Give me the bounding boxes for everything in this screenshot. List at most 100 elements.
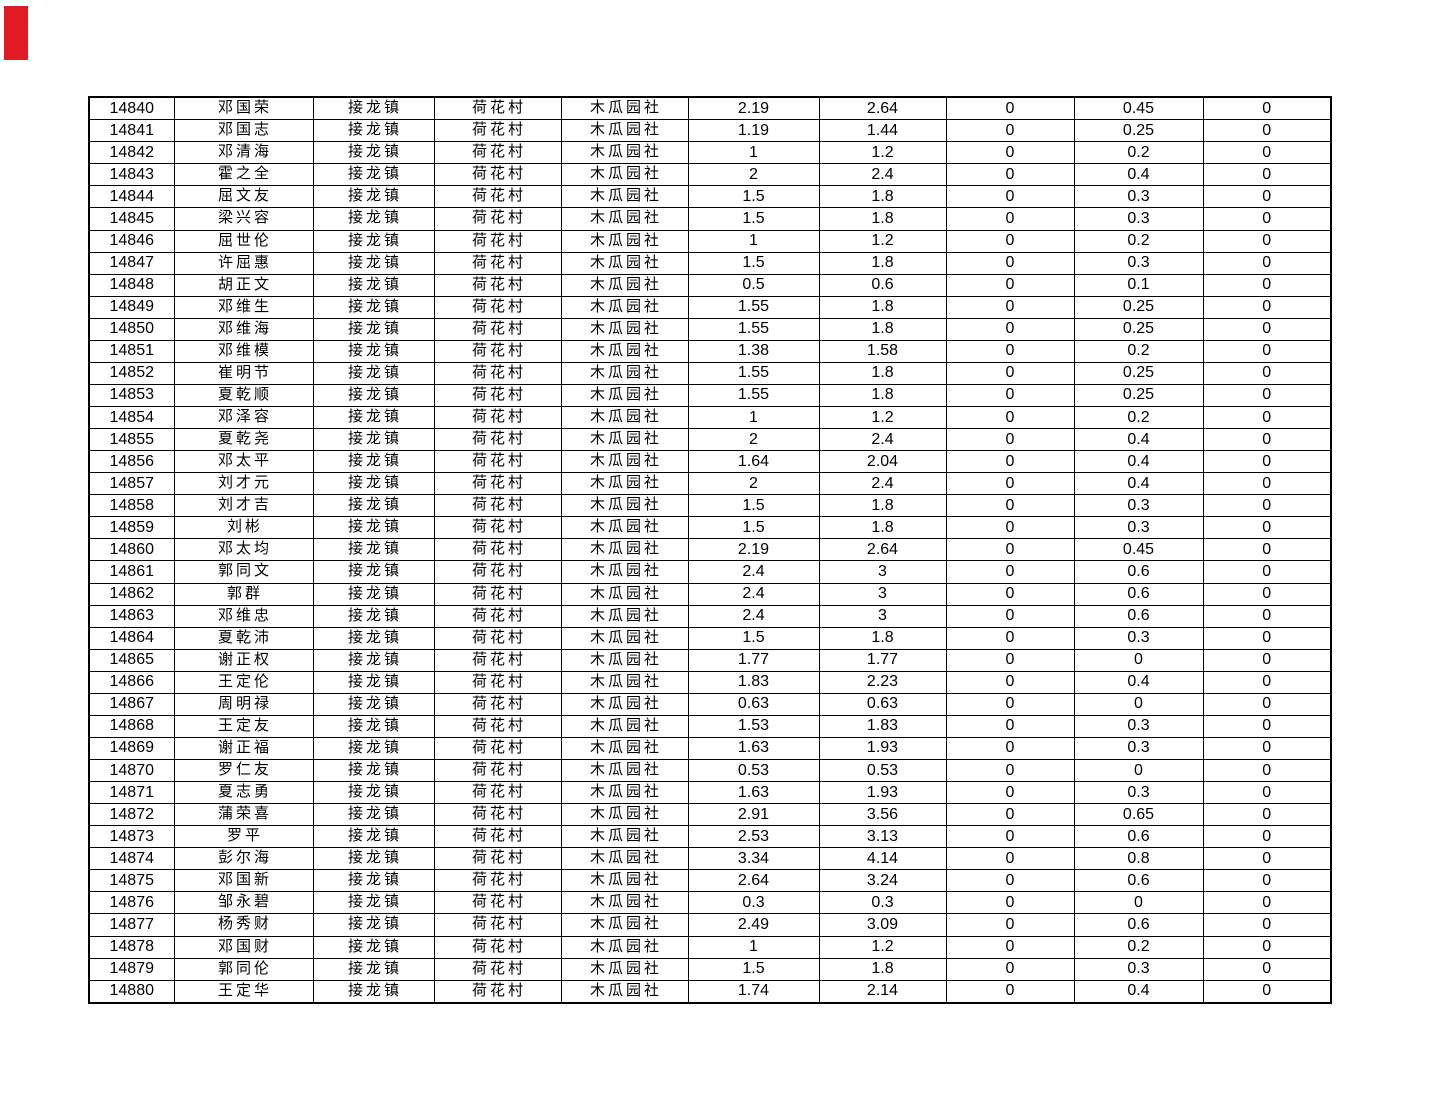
- cell-area-2: 1.8: [818, 383, 947, 408]
- cell-village: 荷花村: [433, 339, 562, 363]
- cell-zero-a: 0: [945, 714, 1075, 738]
- cell-group: 木瓜园社: [560, 825, 689, 849]
- cell-group: 木瓜园社: [560, 185, 689, 209]
- cell-record-id: 14847: [88, 251, 175, 275]
- cell-record-id: 14865: [88, 648, 175, 672]
- cell-area-2: 1.8: [818, 185, 947, 209]
- cell-zero-a: 0: [945, 847, 1075, 871]
- cell-town: 接龙镇: [312, 450, 435, 474]
- cell-zero-b: 0: [1202, 648, 1332, 672]
- cell-group: 木瓜园社: [560, 273, 689, 297]
- cell-village: 荷花村: [433, 516, 562, 540]
- table-row: 14871 夏志勇 接龙镇 荷花村 木瓜园社 1.63 1.93 0 0.3 0: [88, 781, 1332, 805]
- cell-area-diff: 0.3: [1073, 957, 1204, 981]
- cell-zero-a: 0: [945, 119, 1075, 143]
- cell-person-name: 屈文友: [173, 185, 314, 209]
- cell-area-1: 1.55: [687, 361, 820, 385]
- cell-village: 荷花村: [433, 714, 562, 738]
- cell-person-name: 王定华: [173, 979, 314, 1004]
- cell-group: 木瓜园社: [560, 119, 689, 143]
- cell-area-diff: 0.25: [1073, 295, 1204, 319]
- cell-area-diff: 0.3: [1073, 714, 1204, 738]
- cell-area-2: 2.4: [818, 472, 947, 496]
- cell-town: 接龙镇: [312, 979, 435, 1004]
- cell-zero-a: 0: [945, 317, 1075, 341]
- cell-zero-b: 0: [1202, 383, 1332, 408]
- cell-zero-b: 0: [1202, 119, 1332, 143]
- cell-group: 木瓜园社: [560, 516, 689, 540]
- cell-area-2: 1.8: [818, 494, 947, 518]
- cell-person-name: 邓国荣: [173, 96, 314, 121]
- cell-record-id: 14860: [88, 538, 175, 562]
- cell-village: 荷花村: [433, 251, 562, 275]
- cell-group: 木瓜园社: [560, 670, 689, 694]
- cell-person-name: 许屈惠: [173, 251, 314, 275]
- table-row: 14845 梁兴容 接龙镇 荷花村 木瓜园社 1.5 1.8 0 0.3 0: [88, 207, 1332, 231]
- cell-village: 荷花村: [433, 185, 562, 209]
- cell-person-name: 邓国财: [173, 935, 314, 959]
- cell-record-id: 14842: [88, 141, 175, 165]
- table-row: 14844 屈文友 接龙镇 荷花村 木瓜园社 1.5 1.8 0 0.3 0: [88, 185, 1332, 209]
- cell-town: 接龙镇: [312, 913, 435, 937]
- cell-area-2: 2.64: [818, 538, 947, 562]
- cell-zero-a: 0: [945, 891, 1075, 915]
- cell-town: 接龙镇: [312, 891, 435, 915]
- cell-area-1: 1.55: [687, 383, 820, 408]
- cell-zero-b: 0: [1202, 141, 1332, 165]
- cell-zero-b: 0: [1202, 207, 1332, 231]
- cell-person-name: 屈世伦: [173, 229, 314, 253]
- cell-zero-b: 0: [1202, 847, 1332, 871]
- cell-village: 荷花村: [433, 847, 562, 871]
- cell-record-id: 14864: [88, 626, 175, 650]
- cell-group: 木瓜园社: [560, 692, 689, 716]
- cell-zero-a: 0: [945, 406, 1075, 430]
- cell-area-2: 2.04: [818, 450, 947, 474]
- cell-zero-a: 0: [945, 185, 1075, 209]
- cell-person-name: 邓维模: [173, 339, 314, 363]
- table-row: 14852 崔明节 接龙镇 荷花村 木瓜园社 1.55 1.8 0 0.25 0: [88, 361, 1332, 385]
- cell-area-diff: 0.25: [1073, 361, 1204, 385]
- cell-town: 接龙镇: [312, 847, 435, 871]
- table-row: 14840 邓国荣 接龙镇 荷花村 木瓜园社 2.19 2.64 0 0.45 …: [88, 96, 1332, 121]
- cell-area-2: 1.8: [818, 317, 947, 341]
- cell-town: 接龙镇: [312, 428, 435, 452]
- cell-group: 木瓜园社: [560, 538, 689, 562]
- cell-village: 荷花村: [433, 979, 562, 1004]
- cell-zero-a: 0: [945, 163, 1075, 187]
- table-row: 14848 胡正文 接龙镇 荷花村 木瓜园社 0.5 0.6 0 0.1 0: [88, 273, 1332, 297]
- cell-zero-b: 0: [1202, 317, 1332, 341]
- cell-town: 接龙镇: [312, 582, 435, 606]
- cell-zero-a: 0: [945, 626, 1075, 650]
- cell-area-2: 1.2: [818, 935, 947, 959]
- cell-area-diff: 0.4: [1073, 670, 1204, 694]
- cell-record-id: 14846: [88, 229, 175, 253]
- cell-area-2: 1.2: [818, 229, 947, 253]
- cell-area-1: 1.83: [687, 670, 820, 694]
- cell-area-1: 1.55: [687, 295, 820, 319]
- cell-town: 接龙镇: [312, 229, 435, 253]
- cell-zero-b: 0: [1202, 251, 1332, 275]
- cell-town: 接龙镇: [312, 361, 435, 385]
- cell-zero-a: 0: [945, 494, 1075, 518]
- cell-zero-b: 0: [1202, 670, 1332, 694]
- table-row: 14867 周明禄 接龙镇 荷花村 木瓜园社 0.63 0.63 0 0 0: [88, 692, 1332, 716]
- cell-zero-a: 0: [945, 383, 1075, 408]
- cell-town: 接龙镇: [312, 670, 435, 694]
- cell-area-2: 1.83: [818, 714, 947, 738]
- cell-area-diff: 0.3: [1073, 185, 1204, 209]
- cell-person-name: 邓国志: [173, 119, 314, 143]
- cell-record-id: 14871: [88, 781, 175, 805]
- cell-town: 接龙镇: [312, 560, 435, 584]
- cell-person-name: 邓维忠: [173, 604, 314, 628]
- cell-zero-b: 0: [1202, 339, 1332, 363]
- table-row: 14856 邓太平 接龙镇 荷花村 木瓜园社 1.64 2.04 0 0.4 0: [88, 450, 1332, 474]
- cell-area-2: 1.2: [818, 406, 947, 430]
- table-row: 14861 郭同文 接龙镇 荷花村 木瓜园社 2.4 3 0 0.6 0: [88, 560, 1332, 584]
- cell-area-2: 1.8: [818, 361, 947, 385]
- cell-group: 木瓜园社: [560, 472, 689, 496]
- cell-village: 荷花村: [433, 361, 562, 385]
- table-row: 14858 刘才吉 接龙镇 荷花村 木瓜园社 1.5 1.8 0 0.3 0: [88, 494, 1332, 518]
- cell-village: 荷花村: [433, 406, 562, 430]
- cell-record-id: 14868: [88, 714, 175, 738]
- cell-group: 木瓜园社: [560, 295, 689, 319]
